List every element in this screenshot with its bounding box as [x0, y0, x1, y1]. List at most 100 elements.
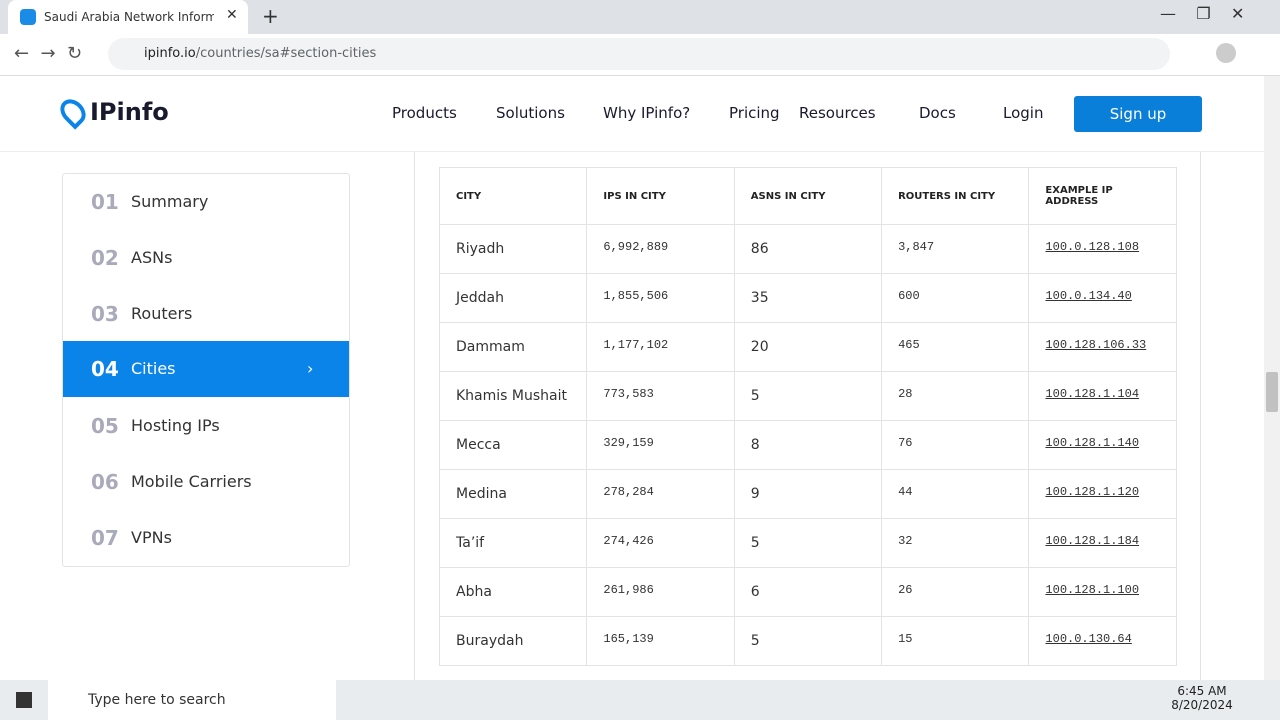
table-row: Khamis Mushait 773,583 5 28 100.128.1.104: [438, 371, 1177, 421]
logo[interactable]: IPinfo: [90, 98, 169, 126]
column-header: EXAMPLE IP ADDRESS: [1028, 167, 1177, 225]
nav-item[interactable]: Why IPinfo?: [603, 104, 691, 122]
nav-item[interactable]: Pricing: [729, 104, 780, 122]
table-row: Ta’if 274,426 5 32 100.128.1.184: [438, 518, 1177, 568]
cell: 329,159: [586, 420, 735, 470]
login[interactable]: Login: [1003, 104, 1044, 122]
divider: [1200, 152, 1201, 680]
time: 6:45 AM: [1177, 684, 1227, 698]
table-row: Abha 261,986 6 26 100.128.1.100: [438, 567, 1177, 617]
tab[interactable]: Saudi Arabia Network Informatio ✕: [8, 0, 248, 34]
cell: 86: [733, 224, 883, 274]
table-row: Medina 278,284 9 44 100.128.1.120: [438, 469, 1177, 519]
cell: 274,426: [586, 518, 735, 568]
cell: 6: [733, 567, 883, 617]
sidebar-item[interactable]: 02 ASNs: [63, 230, 349, 286]
cell: 465: [881, 322, 1030, 372]
item-label: Cities: [131, 359, 176, 378]
nav-buttons[interactable]: ← → ↻: [14, 43, 83, 64]
cell: 1,855,506: [586, 273, 735, 323]
cell: Khamis Mushait: [438, 371, 588, 421]
search-box[interactable]: Type here to search: [48, 680, 336, 720]
cell: Riyadh: [438, 224, 588, 274]
cell: 26: [881, 567, 1030, 617]
sidebar-item[interactable]: 03 Routers: [63, 286, 349, 342]
nav-item[interactable]: Solutions: [496, 104, 565, 122]
address-bar: ← → ↻ ipinfo.io/countries/sa#section-cit…: [0, 34, 1280, 76]
item-label: Routers: [131, 304, 193, 323]
column-header: CITY: [438, 167, 588, 225]
chevron: ›: [307, 359, 314, 378]
cell[interactable]: 100.0.128.108: [1028, 224, 1177, 274]
table-row: Dammam 1,177,102 20 465 100.128.106.33: [438, 322, 1177, 372]
item-number: 02: [91, 246, 119, 270]
cell: 32: [881, 518, 1030, 568]
item-number: 06: [91, 470, 119, 494]
item-label: Summary: [131, 192, 209, 211]
cell[interactable]: 100.0.130.64: [1028, 616, 1177, 666]
profile[interactable]: [1216, 43, 1236, 63]
cell[interactable]: 100.128.1.120: [1028, 469, 1177, 519]
item-label: Hosting IPs: [131, 416, 220, 435]
cell[interactable]: 100.128.1.184: [1028, 518, 1177, 568]
scroll-thumb[interactable]: [1266, 372, 1278, 412]
item-label: ASNs: [131, 248, 173, 267]
site-header: IPinfo Login Sign up Products Solutions Wh…: [0, 76, 1264, 152]
cell: Jeddah: [438, 273, 588, 323]
nav-item[interactable]: Docs: [919, 104, 956, 122]
cell: Buraydah: [438, 616, 588, 666]
column-header: IPS IN CITY: [586, 167, 735, 225]
taskbar: Type here to search 6:45 AM 8/20/2024: [0, 680, 1280, 720]
page: IPinfo Login Sign up Products Solutions Wh…: [0, 76, 1264, 680]
cell[interactable]: 100.0.134.40: [1028, 273, 1177, 323]
cell[interactable]: 100.128.1.104: [1028, 371, 1177, 421]
cell: 8: [733, 420, 883, 470]
cell: 3,847: [881, 224, 1030, 274]
cell: Abha: [438, 567, 588, 617]
window-controls[interactable]: — ❐ ✕: [1160, 4, 1245, 23]
tab-close[interactable]: ✕: [226, 7, 238, 23]
nav-item[interactable]: Resources: [799, 104, 876, 122]
cell: 76: [881, 420, 1030, 470]
cell: 773,583: [586, 371, 735, 421]
cell: Dammam: [438, 322, 588, 372]
sidebar-item[interactable]: 06 Mobile Carriers: [63, 454, 349, 510]
cell[interactable]: 100.128.1.140: [1028, 420, 1177, 470]
signup-button[interactable]: Sign up: [1074, 96, 1202, 132]
sidebar-item[interactable]: 01 Summary: [63, 174, 349, 230]
url-path: /countries/sa#section-cities: [195, 46, 377, 61]
clock[interactable]: 6:45 AM 8/20/2024: [1170, 684, 1234, 712]
url-host: ipinfo.io: [144, 46, 196, 61]
item-number: 04: [91, 357, 119, 381]
sidebar: 01 Summary 02 ASNs 03 Routers 04 Cities › 05 Hosti…: [62, 173, 350, 567]
cell: 5: [733, 518, 883, 568]
favicon: [20, 9, 36, 25]
cell: 278,284: [586, 469, 735, 519]
cell: 28: [881, 371, 1030, 421]
start-button[interactable]: [16, 692, 32, 708]
cell: 35: [733, 273, 883, 323]
column-header: ROUTERS IN CITY: [881, 167, 1030, 225]
tab-bar: Saudi Arabia Network Informatio ✕ + — ❐ …: [0, 0, 1280, 34]
cell: 1,177,102: [586, 322, 735, 372]
date: 8/20/2024: [1171, 698, 1233, 712]
table-row: Buraydah 165,139 5 15 100.0.130.64: [438, 616, 1177, 666]
table-row: Jeddah 1,855,506 35 600 100.0.134.40: [438, 273, 1177, 323]
url-box[interactable]: ipinfo.io/countries/sa#section-cities: [108, 38, 1170, 70]
sidebar-item[interactable]: 04 Cities ›: [63, 341, 349, 397]
item-label: VPNs: [131, 528, 172, 547]
sidebar-item[interactable]: 07 VPNs: [63, 510, 349, 566]
item-number: 03: [91, 302, 119, 326]
item-number: 05: [91, 414, 119, 438]
cell: 600: [881, 273, 1030, 323]
cell[interactable]: 100.128.1.100: [1028, 567, 1177, 617]
column-header: ASNS IN CITY: [733, 167, 883, 225]
nav-item[interactable]: Products: [392, 104, 457, 122]
cell[interactable]: 100.128.106.33: [1028, 322, 1177, 372]
sidebar-item[interactable]: 05 Hosting IPs: [63, 398, 349, 454]
new-tab[interactable]: +: [262, 4, 279, 28]
table-row: Riyadh 6,992,889 86 3,847 100.0.128.108: [438, 224, 1177, 274]
cell: 165,139: [586, 616, 735, 666]
table-row: Mecca 329,159 8 76 100.128.1.140: [438, 420, 1177, 470]
